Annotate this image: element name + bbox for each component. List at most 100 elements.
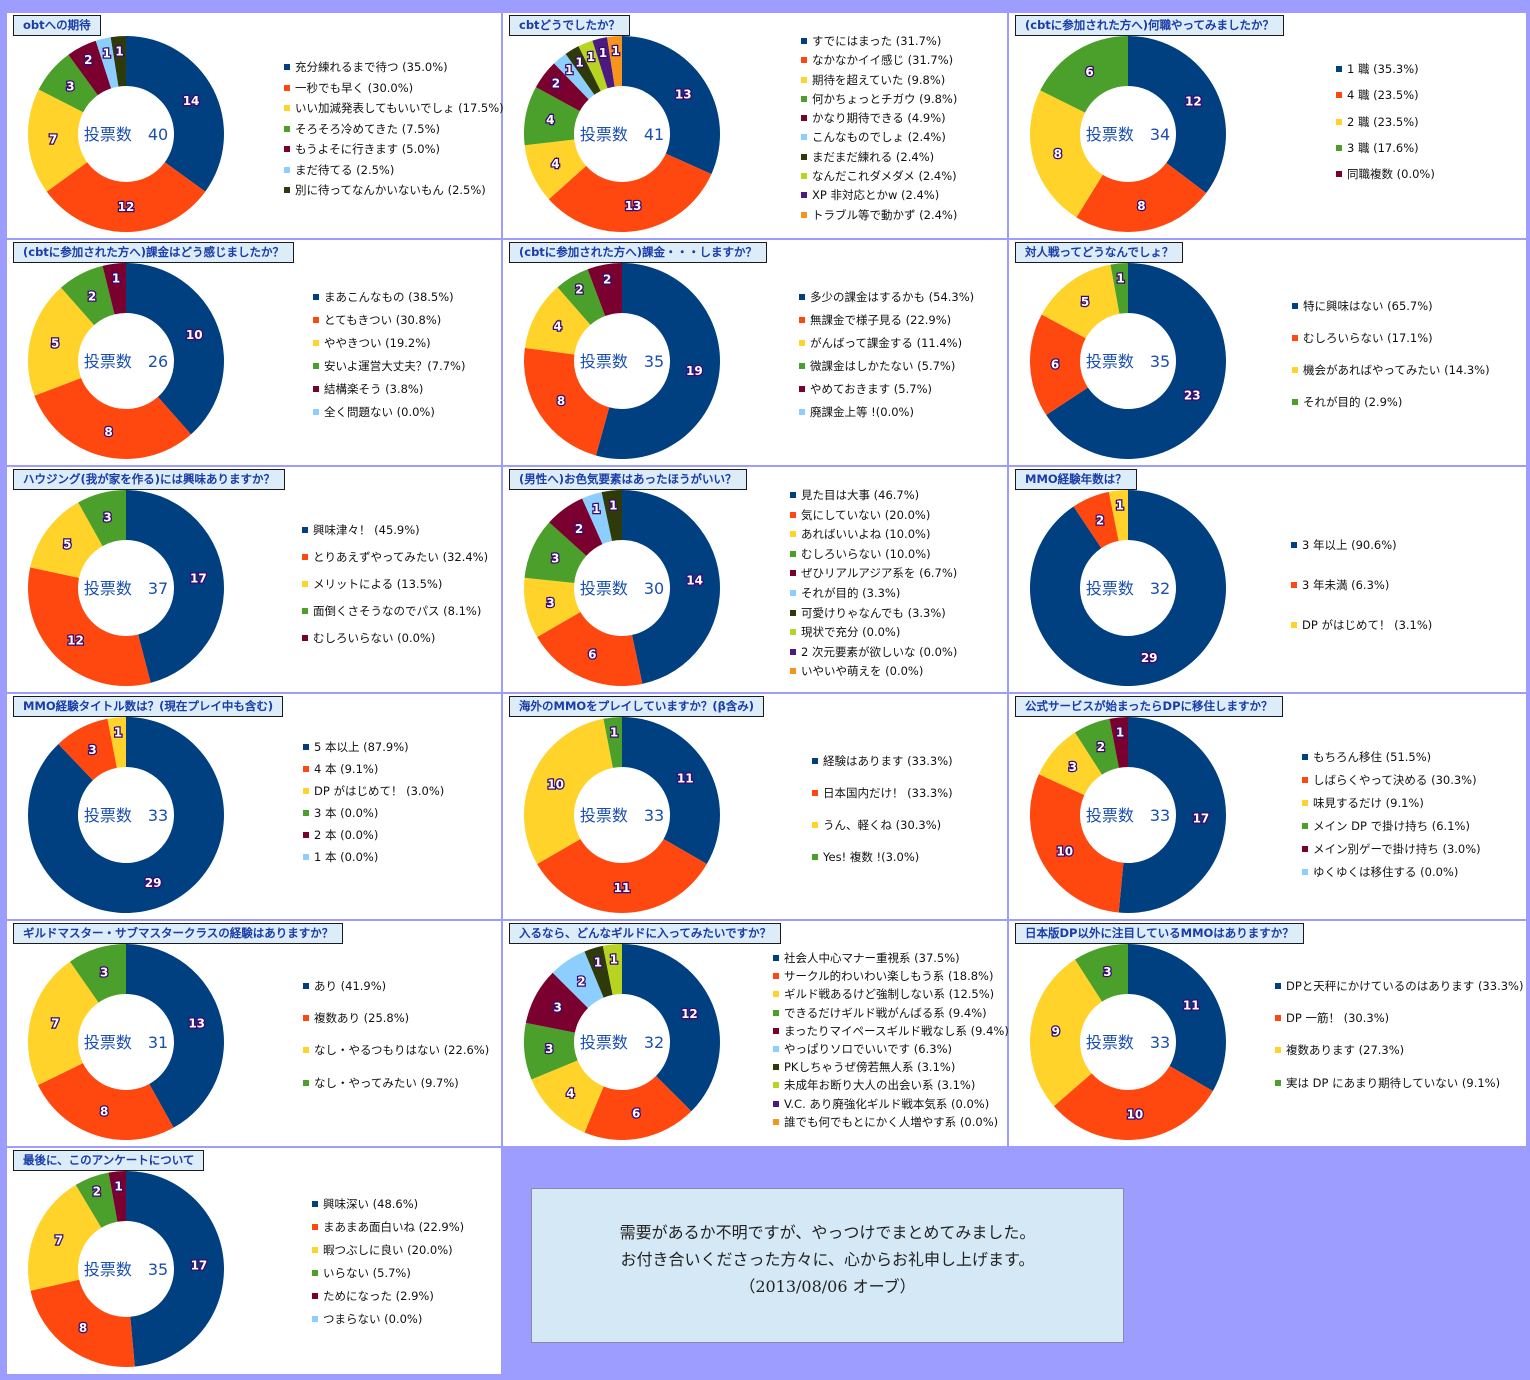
donut-slice [622, 36, 720, 175]
donut-slice [1076, 162, 1207, 232]
legend-entry: 3 年未満 (6.3%) [1291, 577, 1432, 617]
donut-slice [28, 567, 151, 686]
legend-entry: とりあえずやってみたい (32.4%) [302, 549, 488, 576]
donut-slice [578, 40, 608, 91]
slice-value-label: 4 [546, 113, 554, 127]
legend-label: それが目的 (2.9%) [1303, 395, 1403, 409]
donut-slice [524, 139, 587, 200]
legend-swatch [773, 991, 779, 998]
legend-entry: 4 本 (9.1%) [303, 761, 444, 783]
donut-slice [584, 1075, 692, 1140]
note-line-3: （2013/08/06 オーブ） [739, 1277, 916, 1296]
donut-slice [524, 718, 613, 864]
legend-entry: いい加減発表してもいいでしょ (17.5%) [284, 100, 504, 121]
legend-entry: 面倒くさそうなのでパス (8.1%) [302, 603, 488, 630]
donut-slice [622, 490, 720, 684]
legend-swatch [313, 317, 319, 323]
survey-chart-panel: MMO経験タイトル数は？(現在プレイ中も含む) 29 3 1 投票数 33 5 本以上 (… [7, 694, 501, 919]
chart-title: MMO経験タイトル数は？(現在プレイ中も含む) [13, 696, 284, 717]
legend-swatch [312, 1316, 318, 1322]
slice-value-label: 29 [1141, 651, 1158, 665]
center-total-label: 投票数 40 [84, 125, 168, 144]
slice-value-label: 4 [566, 1087, 574, 1101]
center-total-label: 投票数 32 [1086, 579, 1170, 598]
legend-swatch [1291, 582, 1297, 588]
legend-label: むしろいらない (17.1%) [1303, 331, 1433, 345]
chart-legend: まあこんなもの (38.5%) とてもきつい (30.8%) ややきつい (19.2… [313, 289, 465, 427]
legend-entry: まだまだ練れる (2.4%) [801, 149, 957, 168]
legend-entry: 現状で充分 (0.0%) [790, 624, 957, 644]
chart-title: 入るなら、どんなギルドに入ってみたいですか？ [509, 923, 782, 944]
legend-entry: 別に待ってなんかいないもん (2.5%) [284, 182, 504, 203]
slice-value-label: 1 [115, 44, 123, 58]
legend-label: なんだこれダメダメ (2.4%) [812, 169, 957, 184]
donut-slice [68, 40, 112, 96]
legend-swatch [302, 608, 308, 614]
legend-entry: 多少の課金はするかも (54.3%) [799, 289, 974, 312]
legend-entry: 一秒でも早く (30.0%) [284, 80, 504, 101]
slice-value-label: 17 [191, 1259, 208, 1273]
slice-value-label: 1 [112, 272, 120, 286]
donut-slice [46, 162, 206, 232]
donut-chart: 29 21 投票数 32 [1030, 490, 1226, 686]
legend-entry: 2 次元要素が欲しいな (0.0%) [790, 644, 957, 664]
donut-slice [27, 1184, 102, 1291]
legend-swatch [773, 955, 779, 961]
chart-title: 海外のMMOをプレイしていますか？(β含み) [509, 696, 765, 717]
slice-value-label: 1 [1116, 498, 1124, 512]
legend-swatch [812, 758, 818, 764]
legend-entry: あり (41.9%) [303, 978, 489, 1010]
legend-label: 4 本 (9.1%) [314, 762, 379, 777]
legend-entry: 機会があればやってみたい (14.3%) [1292, 362, 1490, 394]
legend-label: できるだけギルド戦がんばる系 (9.4%) [784, 1005, 987, 1020]
slice-value-label: 1 [587, 50, 595, 64]
legend-swatch [790, 609, 796, 616]
legend-swatch [1292, 335, 1298, 341]
donut-slice [102, 263, 126, 315]
legend-swatch [1292, 303, 1298, 309]
donut-slice [1075, 944, 1128, 1002]
legend-entry: ややきつい (19.2%) [313, 335, 465, 358]
legend-entry: 無課金で様子見る (22.9%) [799, 312, 974, 335]
legend-entry: ギルド戦あるけど強制しない系 (12.5%) [773, 986, 1009, 1004]
legend-entry: もうよそに行きます (5.0%) [284, 141, 504, 162]
donut-slice [1118, 717, 1226, 913]
legend-entry: 2 本 (0.0%) [303, 827, 444, 849]
slice-value-label: 17 [1193, 811, 1210, 825]
donut-slice [126, 263, 224, 435]
legend-entry: 2 職 (23.5%) [1336, 114, 1435, 140]
slice-value-label: 1 [565, 63, 573, 77]
legend-swatch [799, 363, 805, 369]
slice-value-label: 1 [592, 502, 600, 516]
slice-value-label: 11 [677, 772, 694, 786]
legend-swatch [801, 115, 807, 122]
note-line-1: 需要があるか不明ですが、やっつけでまとめてみました。 [619, 1223, 1036, 1242]
slice-value-label: 5 [63, 538, 71, 552]
donut-slice [70, 944, 126, 1003]
legend-entry: 暇つぶしに良い (20.0%) [312, 1242, 464, 1265]
slice-value-label: 2 [1096, 514, 1104, 528]
legend-entry: 3 年以上 (90.6%) [1291, 537, 1432, 577]
legend-swatch [1336, 144, 1342, 151]
legend-entry: 全く問題ない (0.0%) [313, 404, 465, 427]
legend-label: ギルド戦あるけど強制しない系 (12.5%) [784, 987, 995, 1002]
legend-swatch [1275, 1015, 1281, 1022]
legend-swatch [303, 810, 309, 817]
slice-value-label: 10 [547, 778, 564, 792]
legend-swatch [302, 581, 308, 587]
donut-slice [27, 89, 88, 192]
legend-label: サークル的わいわい楽しもう系 (18.8%) [784, 969, 994, 984]
legend-label: もちろん移住 (51.5%) [1313, 750, 1432, 764]
legend-entry: かなり期待できる (4.9%) [801, 110, 957, 129]
donut-slice [28, 287, 95, 396]
chart-legend: あり (41.9%) 複数あり (25.8%) なし・やるつもりはない (22.6%… [303, 978, 489, 1107]
legend-label: 経験はあります (33.3%) [823, 754, 953, 768]
slice-value-label: 5 [51, 337, 59, 351]
slice-value-label: 6 [588, 648, 596, 662]
donut-slice [1030, 314, 1088, 415]
legend-swatch [313, 386, 319, 392]
slice-value-label: 7 [49, 133, 57, 147]
legend-entry: あればいいよね (10.0%) [790, 526, 957, 546]
legend-swatch [1336, 66, 1342, 72]
